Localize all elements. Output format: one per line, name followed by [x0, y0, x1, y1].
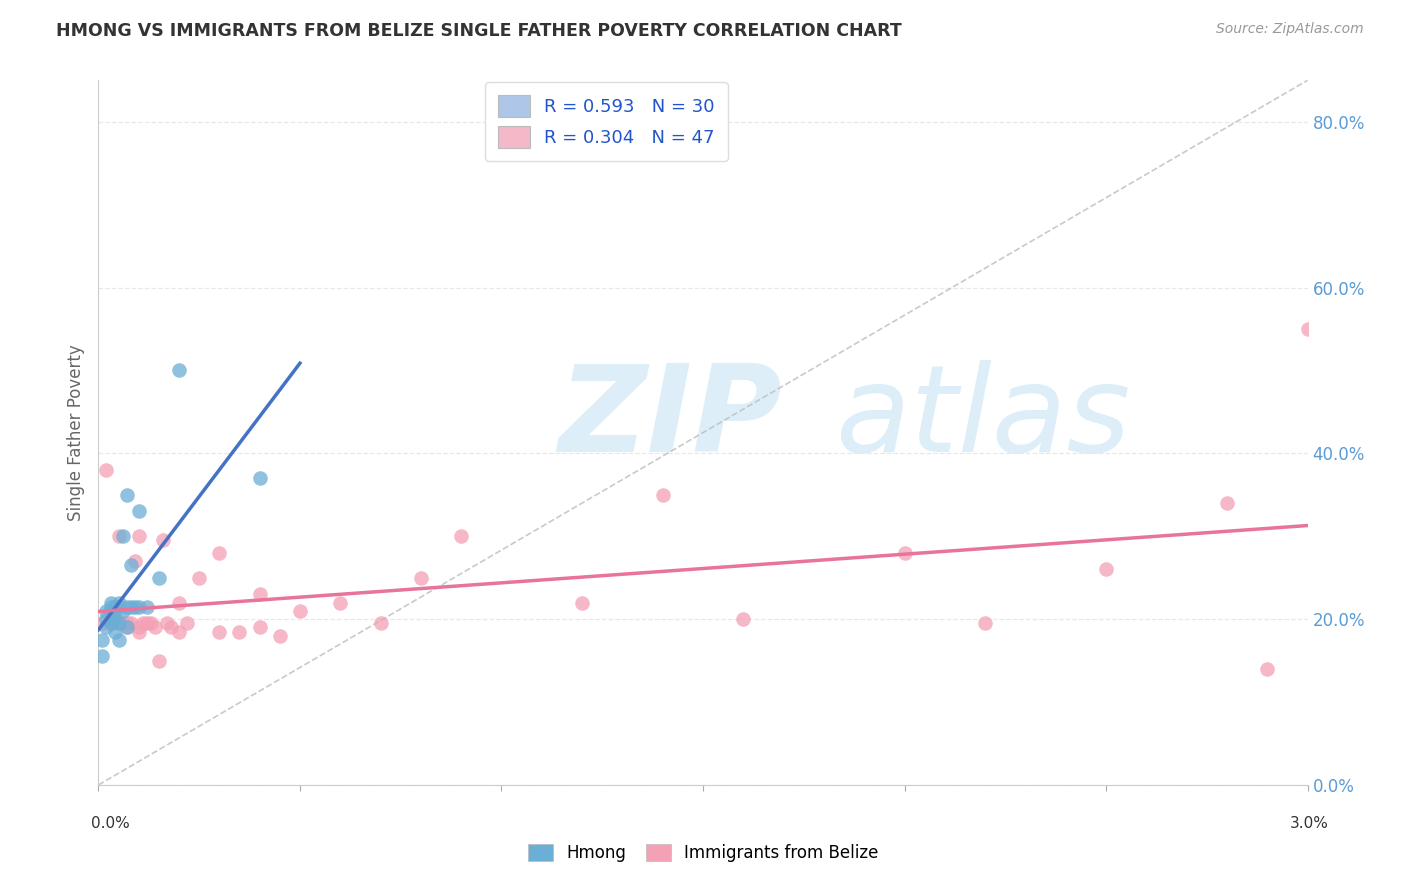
Point	[135, 599, 157, 614]
Point	[124, 599, 146, 614]
Point	[409, 571, 432, 585]
Point	[107, 616, 129, 631]
Point	[115, 488, 138, 502]
Point	[111, 616, 134, 631]
Point	[120, 558, 142, 573]
Point	[152, 533, 174, 548]
Point	[124, 554, 146, 568]
Point	[228, 624, 250, 639]
Text: 3.0%: 3.0%	[1289, 816, 1329, 831]
Point	[120, 599, 142, 614]
Point	[100, 596, 122, 610]
Point	[208, 624, 231, 639]
Point	[370, 616, 392, 631]
Legend: Hmong, Immigrants from Belize: Hmong, Immigrants from Belize	[519, 836, 887, 871]
Point	[160, 620, 183, 634]
Point	[733, 612, 755, 626]
Y-axis label: Single Father Poverty: Single Father Poverty	[66, 344, 84, 521]
Text: HMONG VS IMMIGRANTS FROM BELIZE SINGLE FATHER POVERTY CORRELATION CHART: HMONG VS IMMIGRANTS FROM BELIZE SINGLE F…	[56, 22, 903, 40]
Point	[128, 504, 150, 518]
Point	[103, 599, 125, 614]
Point	[107, 529, 129, 543]
Point	[100, 607, 122, 622]
Point	[91, 632, 114, 647]
Point	[1296, 322, 1319, 336]
Point	[571, 596, 593, 610]
Point	[269, 629, 291, 643]
Point	[107, 616, 129, 631]
Point	[208, 546, 231, 560]
Point	[100, 604, 122, 618]
Point	[1256, 662, 1278, 676]
Point	[329, 596, 352, 610]
Point	[96, 604, 118, 618]
Text: ZIP: ZIP	[558, 360, 782, 477]
Point	[103, 612, 125, 626]
Point	[974, 616, 997, 631]
Point	[156, 616, 179, 631]
Point	[107, 632, 129, 647]
Point	[167, 624, 190, 639]
Point	[115, 599, 138, 614]
Point	[148, 654, 170, 668]
Text: 0.0%: 0.0%	[91, 816, 131, 831]
Point	[96, 612, 118, 626]
Point	[103, 612, 125, 626]
Point	[1095, 562, 1118, 576]
Point	[91, 616, 114, 631]
Point	[135, 616, 157, 631]
Legend: R = 0.593   N = 30, R = 0.304   N = 47: R = 0.593 N = 30, R = 0.304 N = 47	[485, 82, 728, 161]
Point	[143, 620, 166, 634]
Point	[96, 620, 118, 634]
Point	[100, 616, 122, 631]
Point	[128, 599, 150, 614]
Point	[96, 463, 118, 477]
Point	[91, 649, 114, 664]
Point	[249, 620, 271, 634]
Point	[111, 604, 134, 618]
Point	[107, 596, 129, 610]
Point	[188, 571, 211, 585]
Point	[1216, 496, 1239, 510]
Point	[115, 620, 138, 634]
Point	[100, 616, 122, 631]
Point	[893, 546, 915, 560]
Point	[167, 596, 190, 610]
Text: atlas: atlas	[837, 360, 1132, 477]
Point	[148, 571, 170, 585]
Point	[107, 599, 129, 614]
Point	[115, 620, 138, 634]
Text: Source: ZipAtlas.com: Source: ZipAtlas.com	[1216, 22, 1364, 37]
Point	[115, 616, 138, 631]
Point	[288, 604, 311, 618]
Point	[249, 471, 271, 485]
Point	[128, 624, 150, 639]
Point	[100, 599, 122, 614]
Point	[139, 616, 162, 631]
Point	[132, 616, 155, 631]
Point	[249, 587, 271, 601]
Point	[120, 616, 142, 631]
Point	[103, 624, 125, 639]
Point	[128, 529, 150, 543]
Point	[651, 488, 673, 502]
Point	[450, 529, 472, 543]
Point	[128, 620, 150, 634]
Point	[111, 529, 134, 543]
Point	[167, 363, 190, 377]
Point	[176, 616, 198, 631]
